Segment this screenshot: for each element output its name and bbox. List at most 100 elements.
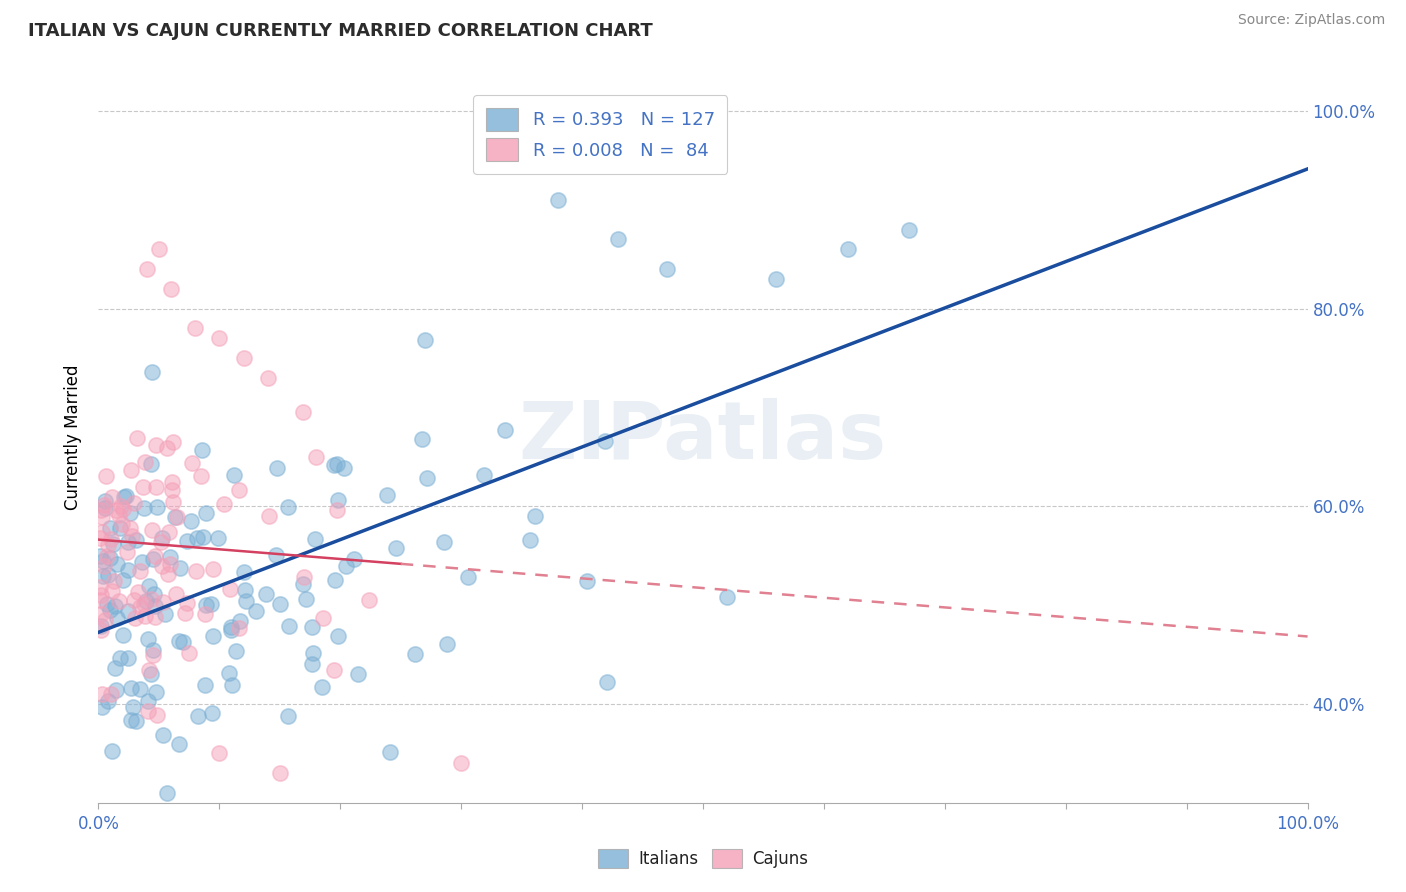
Point bbox=[124, 610, 146, 624]
Point bbox=[278, 618, 301, 632]
Point bbox=[332, 461, 354, 475]
Point bbox=[129, 682, 152, 697]
Point bbox=[593, 434, 616, 448]
Point bbox=[190, 442, 212, 457]
Point bbox=[305, 450, 328, 464]
Point bbox=[138, 632, 160, 646]
Point bbox=[90, 510, 112, 524]
Point bbox=[277, 500, 299, 515]
Point bbox=[228, 621, 250, 635]
Point bbox=[94, 501, 117, 516]
Point bbox=[519, 533, 541, 548]
Point bbox=[91, 699, 114, 714]
Point bbox=[91, 554, 114, 568]
Point bbox=[90, 524, 112, 539]
Point bbox=[143, 549, 166, 563]
Point bbox=[105, 611, 128, 625]
Point bbox=[190, 469, 212, 483]
Point bbox=[326, 628, 349, 642]
Point bbox=[141, 523, 163, 537]
Point bbox=[94, 613, 117, 627]
Point bbox=[104, 599, 127, 614]
Point bbox=[90, 588, 112, 602]
Point bbox=[159, 557, 181, 571]
Point bbox=[173, 606, 195, 620]
Point bbox=[176, 596, 198, 610]
Point bbox=[103, 537, 125, 551]
Point bbox=[145, 500, 167, 514]
Point bbox=[117, 651, 139, 665]
Point bbox=[97, 568, 120, 582]
Point bbox=[127, 584, 149, 599]
Point bbox=[142, 648, 165, 662]
Point bbox=[148, 242, 170, 256]
Text: Source: ZipAtlas.com: Source: ZipAtlas.com bbox=[1237, 13, 1385, 28]
Point bbox=[269, 766, 291, 780]
Point bbox=[152, 531, 174, 545]
Point bbox=[111, 517, 134, 532]
Point bbox=[155, 786, 177, 800]
Point bbox=[97, 694, 120, 708]
Point bbox=[195, 598, 218, 612]
Point bbox=[232, 351, 254, 365]
Point bbox=[176, 533, 198, 548]
Point bbox=[472, 468, 495, 483]
Point bbox=[152, 595, 174, 609]
Point bbox=[323, 574, 346, 588]
Point bbox=[121, 529, 143, 543]
Point bbox=[97, 538, 120, 552]
Point bbox=[152, 728, 174, 742]
Point bbox=[304, 532, 326, 546]
Point bbox=[145, 685, 167, 699]
Point bbox=[186, 531, 208, 545]
Point bbox=[125, 533, 148, 548]
Point bbox=[229, 614, 252, 628]
Point bbox=[187, 709, 209, 723]
Point bbox=[202, 629, 225, 643]
Point bbox=[194, 607, 217, 621]
Y-axis label: Currently Married: Currently Married bbox=[65, 364, 83, 510]
Point bbox=[212, 497, 235, 511]
Point bbox=[207, 531, 229, 545]
Point bbox=[110, 651, 132, 665]
Point bbox=[145, 599, 167, 614]
Point bbox=[202, 562, 225, 576]
Point bbox=[115, 545, 138, 559]
Point bbox=[457, 569, 479, 583]
Point bbox=[135, 593, 157, 607]
Point bbox=[136, 704, 159, 718]
Point bbox=[301, 620, 323, 634]
Point bbox=[343, 551, 366, 566]
Point bbox=[180, 514, 202, 528]
Point bbox=[141, 365, 163, 379]
Point bbox=[201, 706, 224, 720]
Point bbox=[122, 496, 145, 510]
Point bbox=[98, 550, 121, 565]
Point bbox=[114, 489, 136, 503]
Point bbox=[259, 508, 281, 523]
Point bbox=[219, 623, 242, 637]
Point bbox=[326, 503, 349, 517]
Point bbox=[200, 597, 222, 611]
Point bbox=[224, 468, 246, 483]
Point bbox=[194, 677, 217, 691]
Point bbox=[101, 490, 124, 504]
Point bbox=[149, 535, 172, 549]
Point bbox=[153, 607, 176, 621]
Point bbox=[150, 559, 173, 574]
Point bbox=[145, 480, 167, 494]
Point bbox=[193, 530, 215, 544]
Point bbox=[120, 521, 142, 535]
Point bbox=[165, 510, 187, 524]
Point bbox=[125, 714, 148, 728]
Point bbox=[93, 498, 115, 512]
Point bbox=[160, 475, 183, 490]
Point bbox=[122, 700, 145, 714]
Point bbox=[322, 458, 344, 472]
Point bbox=[165, 587, 187, 601]
Point bbox=[108, 508, 131, 522]
Point bbox=[129, 599, 152, 614]
Point bbox=[108, 594, 131, 608]
Point bbox=[128, 564, 150, 578]
Point bbox=[181, 456, 204, 470]
